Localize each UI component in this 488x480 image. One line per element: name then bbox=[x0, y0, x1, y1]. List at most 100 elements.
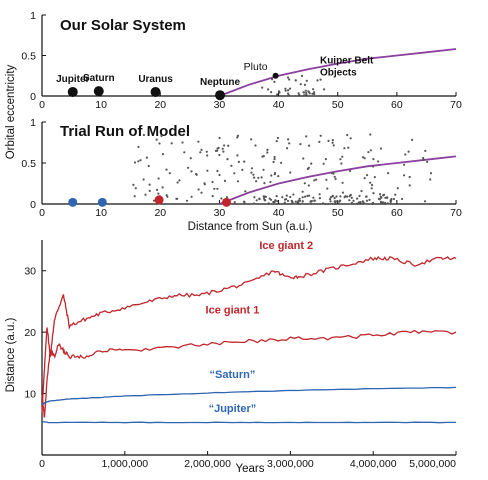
object-point bbox=[266, 151, 269, 154]
object-point bbox=[264, 199, 267, 202]
object-point bbox=[377, 160, 380, 163]
object-point bbox=[304, 89, 307, 92]
object-point bbox=[236, 154, 239, 157]
object-point bbox=[216, 187, 219, 190]
object-point bbox=[325, 178, 328, 181]
object-point bbox=[134, 187, 137, 190]
y-tick-label: 30 bbox=[24, 266, 36, 278]
object-point bbox=[250, 171, 253, 174]
object-point bbox=[142, 178, 145, 181]
object-point bbox=[349, 169, 352, 172]
series-line bbox=[41, 329, 457, 418]
object-point bbox=[382, 194, 385, 197]
planet-label: Neptune bbox=[200, 77, 240, 88]
object-point bbox=[288, 87, 292, 90]
object-point bbox=[341, 191, 344, 194]
object-point bbox=[371, 202, 374, 205]
object-point bbox=[343, 147, 346, 150]
object-point bbox=[289, 171, 292, 174]
object-point bbox=[348, 199, 351, 202]
object-point bbox=[185, 199, 189, 202]
object-point bbox=[386, 196, 389, 199]
object-point bbox=[305, 93, 308, 96]
object-point bbox=[372, 165, 375, 168]
object-point bbox=[267, 88, 270, 91]
object-point bbox=[181, 141, 184, 144]
object-point bbox=[218, 153, 221, 157]
object-point bbox=[263, 182, 266, 185]
object-point bbox=[319, 78, 322, 81]
x-axis-label: Distance from Sun (a.u.) bbox=[188, 221, 313, 233]
object-point bbox=[318, 140, 321, 143]
object-point bbox=[264, 195, 267, 198]
object-point bbox=[341, 155, 344, 158]
object-point bbox=[254, 144, 257, 147]
object-point bbox=[372, 158, 375, 161]
series-line bbox=[41, 386, 457, 406]
object-point bbox=[358, 194, 361, 198]
object-point bbox=[262, 168, 265, 171]
object-point bbox=[301, 190, 304, 193]
object-point bbox=[422, 158, 425, 161]
object-point bbox=[175, 197, 178, 200]
object-point bbox=[369, 149, 372, 152]
object-point bbox=[197, 188, 200, 191]
series-label: Ice giant 2 bbox=[259, 240, 313, 252]
object-point bbox=[294, 79, 297, 82]
series-label: “Jupiter” bbox=[209, 403, 257, 415]
object-point bbox=[301, 200, 304, 203]
object-point bbox=[331, 141, 334, 144]
object-point bbox=[288, 142, 291, 145]
stability-curve bbox=[219, 48, 457, 97]
object-point bbox=[237, 160, 240, 163]
object-point bbox=[190, 195, 193, 198]
object-point bbox=[176, 181, 179, 184]
object-point bbox=[161, 186, 164, 189]
object-point bbox=[363, 157, 366, 160]
object-point bbox=[318, 193, 321, 196]
object-point bbox=[165, 168, 168, 171]
object-point bbox=[206, 169, 209, 172]
planet-point bbox=[93, 86, 104, 97]
object-point bbox=[333, 197, 336, 200]
object-point bbox=[303, 83, 307, 86]
object-point bbox=[148, 189, 151, 192]
object-point bbox=[220, 197, 223, 200]
planet-label: Saturn bbox=[83, 73, 115, 84]
object-point bbox=[340, 162, 343, 165]
object-point bbox=[310, 202, 313, 205]
object-point bbox=[307, 184, 310, 187]
object-point bbox=[225, 196, 229, 199]
object-point bbox=[253, 176, 256, 179]
object-point bbox=[372, 192, 375, 195]
object-point bbox=[327, 139, 330, 142]
object-point bbox=[195, 172, 198, 176]
y-tick-label: 0 bbox=[30, 91, 36, 103]
object-point bbox=[286, 76, 290, 79]
object-point bbox=[327, 202, 330, 206]
object-point bbox=[324, 202, 327, 206]
object-point bbox=[322, 202, 325, 205]
object-point bbox=[429, 178, 432, 181]
object-point bbox=[221, 147, 224, 150]
object-point bbox=[319, 134, 322, 137]
object-point bbox=[145, 156, 148, 159]
object-point bbox=[305, 135, 308, 138]
object-point bbox=[137, 160, 140, 163]
object-point bbox=[308, 144, 311, 147]
x-tick-label: 10 bbox=[95, 207, 107, 219]
series-label: “Saturn” bbox=[210, 369, 256, 381]
object-point bbox=[197, 140, 200, 143]
object-point bbox=[262, 197, 266, 200]
object-point bbox=[341, 181, 344, 184]
object-point bbox=[367, 151, 370, 154]
x-tick-label: 0 bbox=[39, 458, 45, 470]
object-point bbox=[349, 193, 352, 196]
object-point bbox=[303, 182, 306, 185]
object-point bbox=[396, 187, 399, 190]
object-point bbox=[384, 196, 387, 199]
object-point bbox=[429, 172, 433, 175]
kuiper-belt-label-line: Objects bbox=[320, 68, 357, 79]
object-point bbox=[329, 196, 333, 199]
object-point bbox=[287, 138, 290, 141]
